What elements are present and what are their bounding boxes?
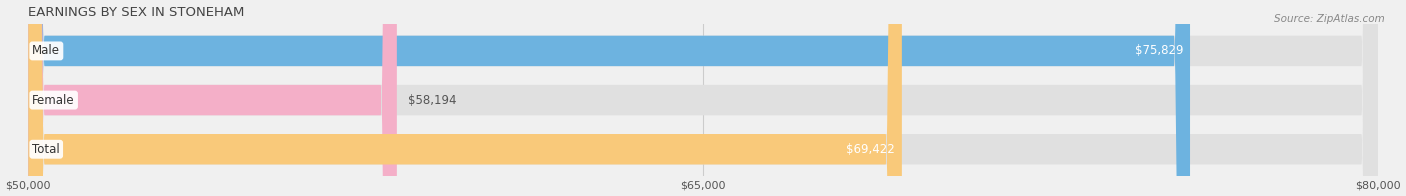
FancyBboxPatch shape [28, 0, 1189, 196]
Text: $58,194: $58,194 [408, 93, 456, 107]
FancyBboxPatch shape [28, 0, 396, 196]
Text: EARNINGS BY SEX IN STONEHAM: EARNINGS BY SEX IN STONEHAM [28, 5, 245, 19]
FancyBboxPatch shape [28, 0, 1378, 196]
Text: $75,829: $75,829 [1135, 44, 1184, 57]
FancyBboxPatch shape [28, 0, 901, 196]
Text: Female: Female [32, 93, 75, 107]
FancyBboxPatch shape [28, 0, 1378, 196]
Text: Male: Male [32, 44, 60, 57]
Text: Total: Total [32, 143, 60, 156]
Text: $69,422: $69,422 [846, 143, 896, 156]
Text: Source: ZipAtlas.com: Source: ZipAtlas.com [1274, 14, 1385, 24]
FancyBboxPatch shape [28, 0, 1378, 196]
